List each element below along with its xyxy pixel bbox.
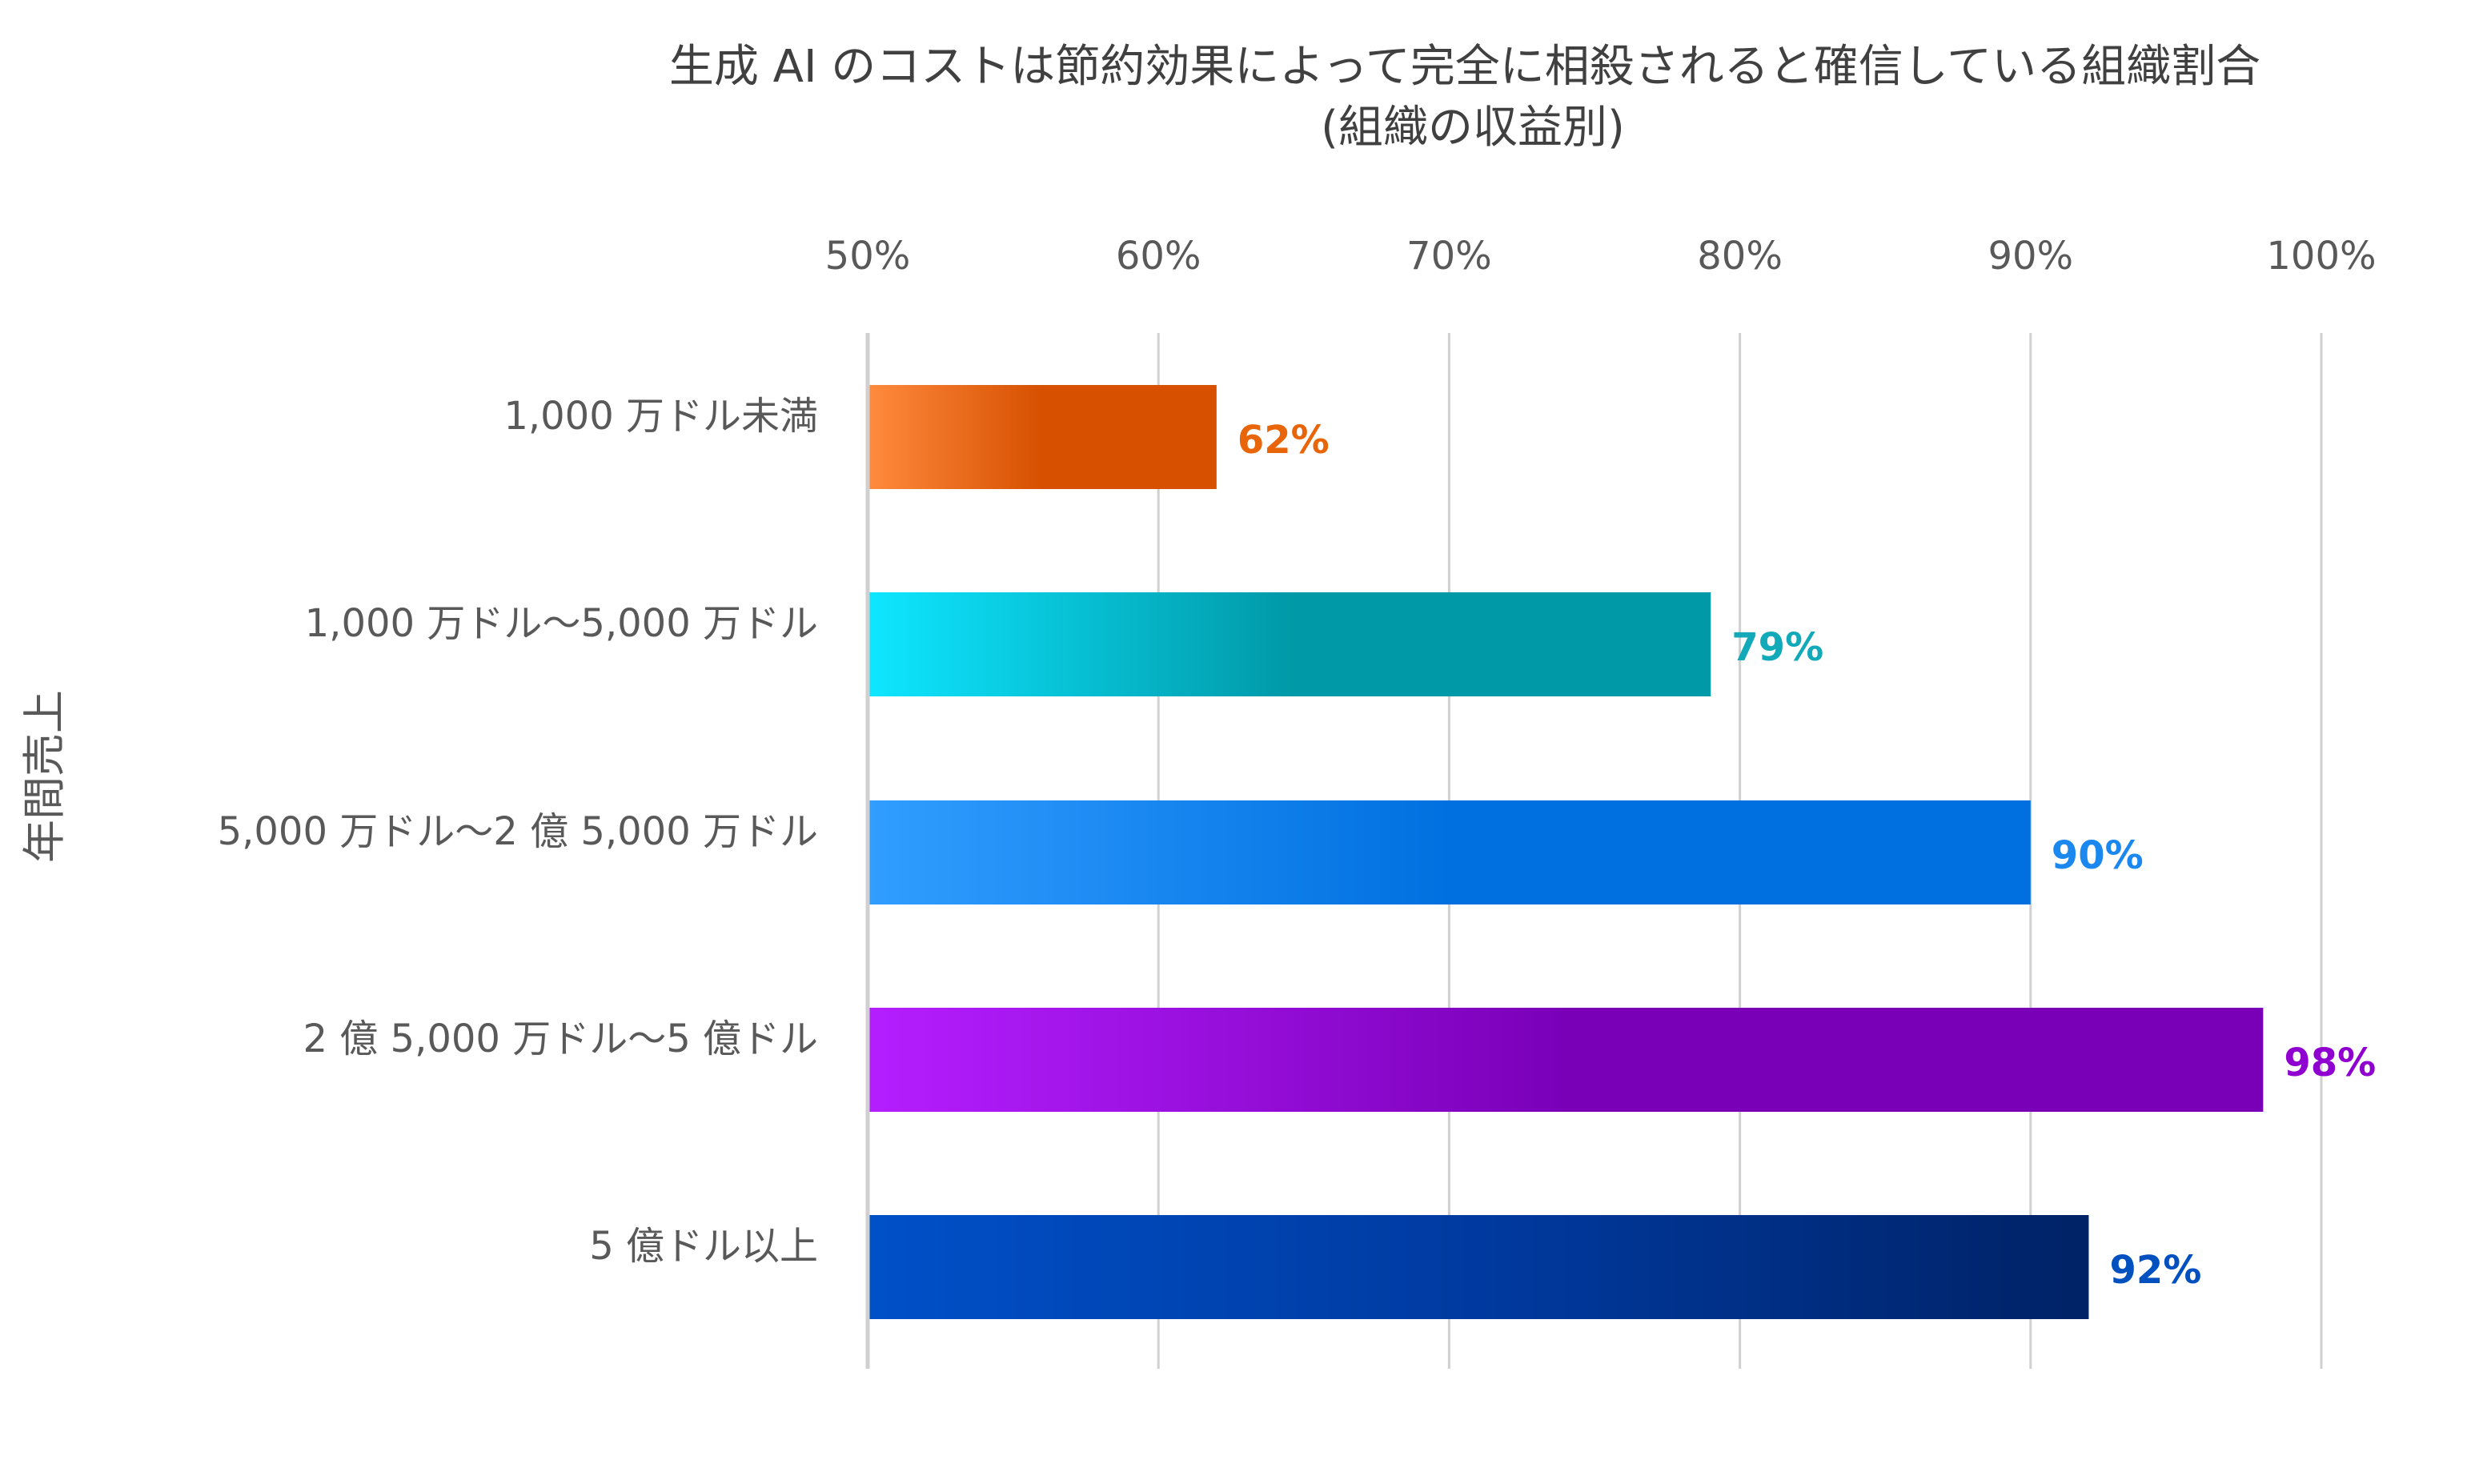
data-label: 90% bbox=[2052, 833, 2144, 878]
data-label: 62% bbox=[1238, 418, 1330, 463]
bar bbox=[869, 385, 1217, 489]
bar bbox=[869, 592, 1711, 696]
x-tick-label: 90% bbox=[1988, 234, 2073, 279]
data-label: 79% bbox=[1731, 625, 1823, 670]
x-tick-label: 70% bbox=[1406, 234, 1492, 279]
y-axis-title: 年間売上 bbox=[19, 690, 70, 863]
x-tick-label: 60% bbox=[1116, 234, 1201, 279]
bar bbox=[869, 800, 2031, 904]
data-label: 92% bbox=[2109, 1248, 2201, 1293]
chart-title: 生成 AI のコストは節約効果によって完全に相殺されると確信している組織割合 bbox=[669, 41, 2260, 93]
x-tick-label: 100% bbox=[2266, 234, 2376, 279]
bar bbox=[869, 1215, 2089, 1319]
category-label: 5 億ドル以上 bbox=[589, 1224, 818, 1269]
x-tick-label: 80% bbox=[1697, 234, 1783, 279]
chart-subtitle: (組織の収益別) bbox=[1321, 102, 1625, 154]
category-label: 5,000 万ドル～2 億 5,000 万ドル bbox=[218, 809, 818, 854]
data-label: 98% bbox=[2284, 1041, 2376, 1085]
category-label: 1,000 万ドル～5,000 万ドル bbox=[305, 601, 818, 646]
x-tick-label: 50% bbox=[825, 234, 911, 279]
category-label: 2 億 5,000 万ドル～5 億ドル bbox=[303, 1017, 818, 1061]
category-label: 1,000 万ドル未満 bbox=[503, 394, 818, 439]
bar bbox=[869, 1008, 2264, 1112]
